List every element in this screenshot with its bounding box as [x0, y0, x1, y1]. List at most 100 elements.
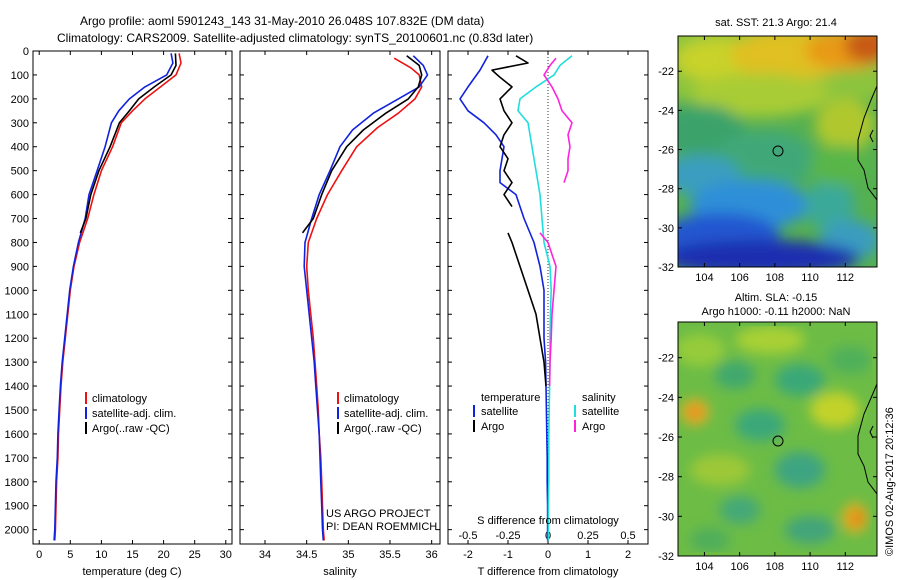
map-y-tick-label: -28: [658, 472, 674, 484]
salinity-axes-frame: [239, 50, 441, 545]
series-line-climatology: [305, 57, 423, 541]
salinity-lines: [301, 55, 429, 541]
salinity-legend: climatology satellite-adj. clim. Argo(..…: [337, 392, 428, 435]
argo-float-marker: [772, 145, 784, 157]
depth-tick-label: 1300: [5, 357, 29, 369]
map-x-tick-label: 104: [695, 561, 713, 573]
depth-tick-label: 1600: [5, 429, 29, 441]
temperature-axis-label: temperature (deg C): [82, 566, 181, 578]
sst-field: [678, 36, 877, 267]
salinity-ticks: 34 34.5 35 35.5 36: [240, 50, 440, 561]
figure-title-line1: Argo profile: aoml 5901243_143 31-May-20…: [80, 14, 484, 28]
depth-tick-label: 800: [11, 237, 29, 249]
sla-map-frame: [677, 321, 878, 557]
map-y-tick-label: -30: [658, 223, 674, 235]
x-tick-label: 0: [36, 549, 42, 561]
x-tick-label: -2: [463, 549, 473, 561]
coastline: [857, 383, 877, 495]
series-line-salinity-argo: [543, 57, 573, 183]
map-x-tick-label: 106: [730, 272, 748, 284]
map-y-tick-label: -26: [658, 432, 674, 444]
legend-label-climatology: climatology: [92, 393, 148, 405]
sla-field: [678, 322, 877, 556]
sla-map-ticks: 104 106 108 110 112 -22 -24 -26 -28 -30 -32: [658, 322, 877, 573]
temperature-difference-axis-label: T difference from climatology: [478, 566, 619, 578]
salinity-axis-label: salinity: [323, 566, 357, 578]
coastline-fragment: [869, 425, 874, 439]
legend-title-salinity: salinity: [582, 392, 616, 404]
map-x-tick-label: 106: [730, 561, 748, 573]
depth-tick-label: 400: [11, 142, 29, 154]
series-line-temperature-argo: [491, 55, 529, 208]
x-tick-label: 2: [625, 549, 631, 561]
map-x-tick-label: 110: [801, 561, 819, 573]
map-y-tick-label: -28: [658, 184, 674, 196]
x-tick-label: -1: [503, 549, 513, 561]
sst-map-title: sat. SST: 21.3 Argo: 21.4: [715, 17, 837, 29]
watermark: ©IMOS 02-Aug-2017 20:12:36: [884, 407, 896, 556]
map-y-tick-label: -30: [658, 511, 674, 523]
legend-title-temperature: temperature: [481, 392, 540, 404]
depth-tick-label: 0: [23, 46, 29, 58]
x-tick-label: 15: [126, 549, 138, 561]
salinity-diff-tick-label: -0.5: [459, 530, 478, 542]
depth-tick-label: 300: [11, 118, 29, 130]
depth-tick-label: 500: [11, 166, 29, 178]
series-line-argo-raw-qc-: [79, 53, 177, 234]
sla-map-panel: Altim. SLA: -0.15 Argo h1000: -0.11 h200…: [658, 292, 878, 573]
depth-tick-label: 1400: [5, 381, 29, 393]
coastline-fragment: [869, 129, 874, 143]
depth-tick-label: 1000: [5, 285, 29, 297]
legend-label-temp-satellite: satellite: [481, 406, 518, 418]
series-line-satellite-adj-clim-: [53, 53, 174, 541]
salinity-difference-axis-label: S difference from climatology: [477, 515, 619, 527]
difference-panel: -2 -1 0 1 2-0.5 -0.25 0 0.25 0.5 temperature sal…: [447, 50, 649, 578]
difference-ticks: -2 -1 0 1 2-0.5 -0.25 0 0.25 0.5: [448, 50, 648, 561]
salinity-diff-tick-label: 0.25: [577, 530, 598, 542]
map-y-tick-label: -22: [658, 66, 674, 78]
legend-label-sal-argo: Argo: [582, 421, 605, 433]
map-x-tick-label: 104: [695, 272, 713, 284]
map-y-tick-label: -22: [658, 353, 674, 365]
series-line-temperature-argo-deep: [507, 232, 547, 387]
depth-tick-label: 700: [11, 214, 29, 226]
sst-map-panel: sat. SST: 21.3 Argo: 21.4: [658, 17, 878, 284]
depth-tick-label: 1500: [5, 405, 29, 417]
sla-map-title-line1: Altim. SLA: -0.15: [735, 292, 818, 304]
sst-map-ticks: 104 106 108 110 112 -22 -24 -26 -28 -30 -32: [658, 36, 877, 284]
project-note-line2: PI: DEAN ROEMMICH: [326, 521, 437, 533]
depth-tick-label: 100: [11, 70, 29, 82]
salinity-panel: 34 34.5 35 35.5 36 climatology satellite-adj…: [239, 50, 441, 578]
depth-tick-label: 1800: [5, 477, 29, 489]
map-x-tick-label: 110: [801, 272, 819, 284]
depth-tick-label: 600: [11, 190, 29, 202]
sla-map-title-line2: Argo h1000: -0.11 h2000: NaN: [701, 306, 850, 318]
legend-label-argo: Argo(..raw -QC): [92, 423, 170, 435]
x-tick-label: 10: [95, 549, 107, 561]
x-tick-label: 34: [259, 549, 271, 561]
legend-label-climatology: climatology: [344, 393, 400, 405]
legend-label-sal-satellite: satellite: [582, 406, 619, 418]
map-y-tick-label: -32: [658, 551, 674, 563]
sst-map-frame: [677, 35, 878, 268]
x-tick-label: 1: [585, 549, 591, 561]
map-x-tick-label: 108: [766, 561, 784, 573]
depth-tick-label: 900: [11, 261, 29, 273]
depth-tick-label: 1900: [5, 501, 29, 513]
temperature-axes-frame: [32, 50, 233, 545]
depth-tick-label: 1200: [5, 333, 29, 345]
series-line-temperature-satellite: [459, 55, 549, 541]
project-note-line1: US ARGO PROJECT: [326, 508, 431, 520]
legend-label-satellite: satellite-adj. clim.: [92, 408, 176, 420]
depth-tick-label: 1100: [5, 309, 29, 321]
salinity-diff-tick-label: -0.25: [495, 530, 520, 542]
x-tick-label: 0: [545, 549, 551, 561]
argo-float-marker: [772, 435, 784, 447]
map-x-tick-label: 112: [837, 272, 855, 284]
series-line-salinity-argo-deep: [539, 232, 557, 387]
legend-label-temp-argo: Argo: [481, 421, 504, 433]
difference-legend: temperature salinity satellite Argo sate…: [473, 392, 619, 433]
depth-tick-label: 2000: [5, 525, 29, 537]
series-line-satellite-adj-clim-: [303, 55, 429, 541]
x-tick-label: 5: [67, 549, 73, 561]
